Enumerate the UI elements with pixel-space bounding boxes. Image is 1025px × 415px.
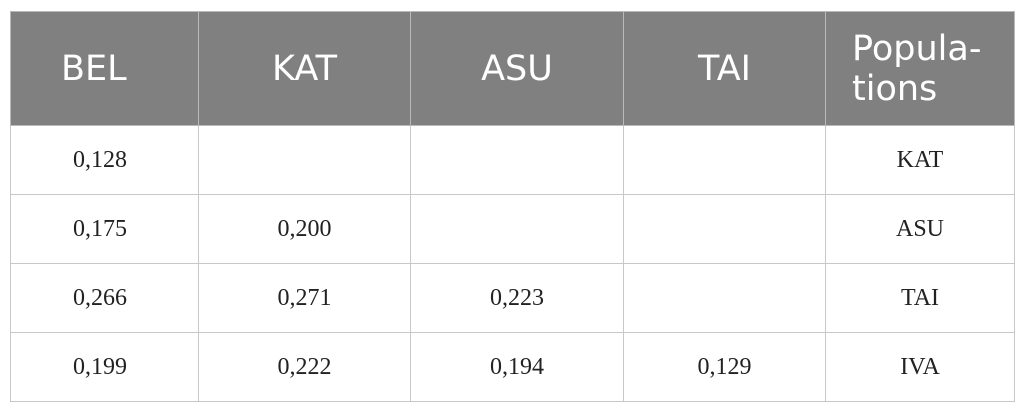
cell-asu: [410, 194, 624, 264]
cell-kat: [198, 125, 411, 195]
cell-kat: 0,222: [198, 332, 411, 402]
distance-matrix-table: BEL KAT ASU TAI Popula- tions 0,128 KAT …: [10, 11, 1015, 402]
cell-asu: 0,194: [410, 332, 624, 402]
cell-population: KAT: [825, 125, 1015, 195]
cell-asu: [410, 125, 624, 195]
cell-population: ASU: [825, 194, 1015, 264]
cell-tai: [623, 125, 826, 195]
header-asu: ASU: [410, 11, 624, 126]
cell-tai: 0,129: [623, 332, 826, 402]
cell-bel: 0,128: [10, 125, 199, 195]
header-populations: Popula- tions: [825, 11, 1015, 126]
header-bel: BEL: [10, 11, 199, 126]
header-row: BEL KAT ASU TAI Popula- tions: [10, 11, 1015, 126]
table-row: 0,266 0,271 0,223 TAI: [10, 263, 1015, 333]
cell-population: IVA: [825, 332, 1015, 402]
table-row: 0,128 KAT: [10, 125, 1015, 195]
table-body: 0,128 KAT 0,175 0,200 ASU 0,266 0,271 0,…: [10, 125, 1015, 402]
cell-asu: 0,223: [410, 263, 624, 333]
cell-bel: 0,175: [10, 194, 199, 264]
cell-bel: 0,199: [10, 332, 199, 402]
cell-kat: 0,200: [198, 194, 411, 264]
table-header: BEL KAT ASU TAI Popula- tions: [10, 11, 1015, 126]
cell-bel: 0,266: [10, 263, 199, 333]
cell-tai: [623, 263, 826, 333]
table-row: 0,175 0,200 ASU: [10, 194, 1015, 264]
cell-kat: 0,271: [198, 263, 411, 333]
header-kat: KAT: [198, 11, 411, 126]
cell-tai: [623, 194, 826, 264]
cell-population: TAI: [825, 263, 1015, 333]
header-tai: TAI: [623, 11, 826, 126]
table-row: 0,199 0,222 0,194 0,129 IVA: [10, 332, 1015, 402]
